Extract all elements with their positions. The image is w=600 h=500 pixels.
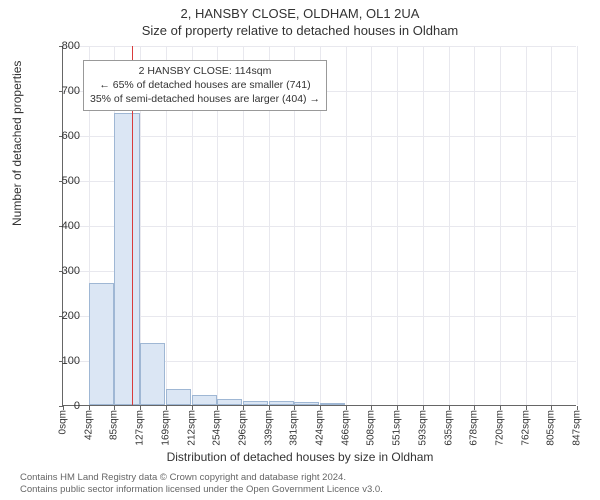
chart: 0sqm42sqm85sqm127sqm169sqm212sqm254sqm29… — [62, 46, 576, 406]
xtick-label: 762sqm — [520, 410, 531, 446]
xtick-label: 127sqm — [135, 410, 146, 446]
x-axis-label: Distribution of detached houses by size … — [0, 450, 600, 464]
xtick-label: 212sqm — [186, 410, 197, 446]
histogram-bar — [114, 113, 139, 405]
xtick-label: 169sqm — [160, 410, 171, 446]
gridline-v — [577, 46, 578, 405]
footer-line-1: Contains HM Land Registry data © Crown c… — [20, 472, 383, 484]
xtick-label: 805sqm — [546, 410, 557, 446]
gridline-v — [371, 46, 372, 405]
ytick-label: 400 — [30, 220, 80, 232]
ytick-label: 0 — [30, 400, 80, 412]
gridline-v — [526, 46, 527, 405]
xtick-label: 466sqm — [340, 410, 351, 446]
xtick-label: 42sqm — [83, 410, 94, 440]
histogram-bar — [166, 389, 191, 405]
gridline-v — [474, 46, 475, 405]
xtick-label: 551sqm — [392, 410, 403, 446]
histogram-bar — [269, 401, 294, 405]
annotation-line-3: 35% of semi-detached houses are larger (… — [90, 92, 320, 106]
xtick-label: 678sqm — [469, 410, 480, 446]
gridline-v — [346, 46, 347, 405]
histogram-bar — [217, 399, 242, 405]
xtick-label: 593sqm — [417, 410, 428, 446]
xtick-label: 508sqm — [366, 410, 377, 446]
histogram-bar — [89, 283, 114, 405]
page-title: 2, HANSBY CLOSE, OLDHAM, OL1 2UA — [0, 0, 600, 21]
chart-subtitle: Size of property relative to detached ho… — [0, 21, 600, 38]
annotation-box: 2 HANSBY CLOSE: 114sqm← 65% of detached … — [83, 60, 327, 111]
xtick-label: 635sqm — [443, 410, 454, 446]
xtick-label: 424sqm — [315, 410, 326, 446]
histogram-bar — [294, 402, 319, 405]
xtick-label: 254sqm — [212, 410, 223, 446]
gridline-v — [449, 46, 450, 405]
gridline-v — [397, 46, 398, 405]
xtick-label: 85sqm — [109, 410, 120, 440]
ytick-label: 500 — [30, 175, 80, 187]
annotation-line-1: 2 HANSBY CLOSE: 114sqm — [90, 64, 320, 78]
ytick-label: 700 — [30, 85, 80, 97]
xtick-label: 296sqm — [237, 410, 248, 446]
xtick-label: 339sqm — [263, 410, 274, 446]
gridline-v — [500, 46, 501, 405]
histogram-bar — [192, 395, 217, 405]
footer-attribution: Contains HM Land Registry data © Crown c… — [20, 472, 383, 496]
histogram-bar — [320, 403, 345, 405]
histogram-bar — [140, 343, 165, 405]
histogram-bar — [243, 401, 268, 406]
xtick-label: 0sqm — [58, 410, 69, 434]
xtick-label: 720sqm — [494, 410, 505, 446]
ytick-label: 200 — [30, 310, 80, 322]
y-axis-label: Number of detached properties — [10, 61, 24, 226]
ytick-label: 300 — [30, 265, 80, 277]
annotation-line-2: ← 65% of detached houses are smaller (74… — [90, 78, 320, 92]
ytick-label: 100 — [30, 355, 80, 367]
plot-area: 0sqm42sqm85sqm127sqm169sqm212sqm254sqm29… — [62, 46, 576, 406]
gridline-v — [551, 46, 552, 405]
gridline-v — [423, 46, 424, 405]
ytick-label: 800 — [30, 40, 80, 52]
footer-line-2: Contains public sector information licen… — [20, 484, 383, 496]
xtick-label: 847sqm — [572, 410, 583, 446]
ytick-label: 600 — [30, 130, 80, 142]
xtick-label: 381sqm — [289, 410, 300, 446]
